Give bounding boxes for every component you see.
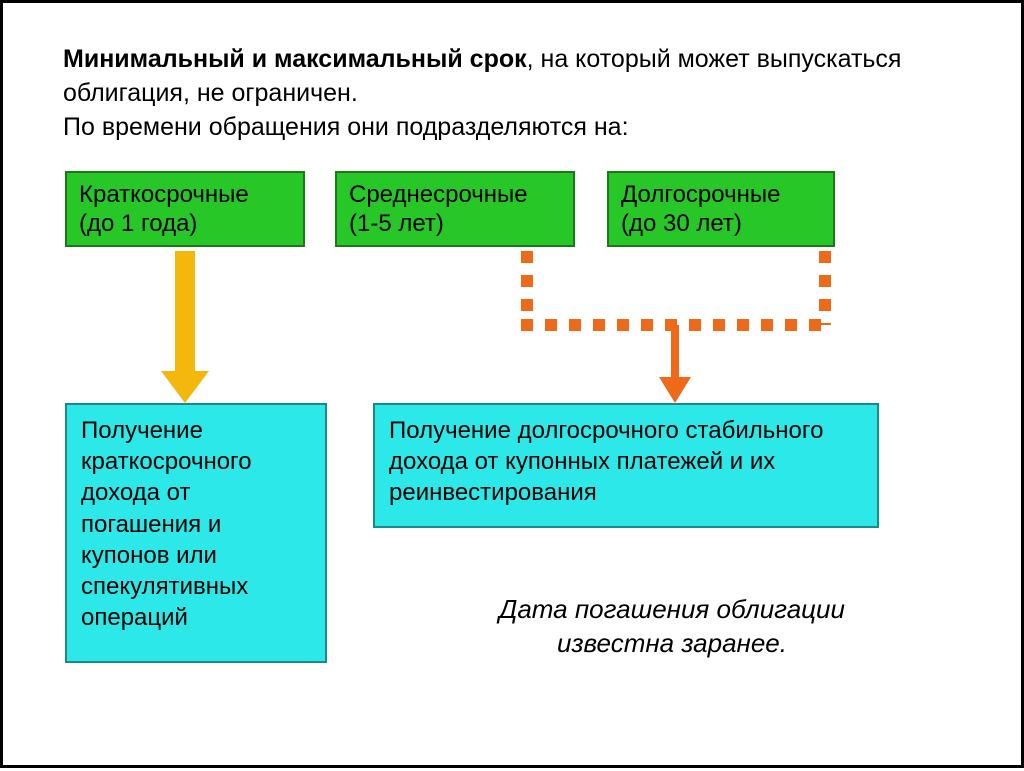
arrow-yellow (161, 251, 209, 403)
category-long-line1: Долгосрочные (621, 181, 780, 208)
result-short-term: Получение краткосрочного дохода от погаш… (65, 403, 327, 663)
category-short-term: Краткосрочные (до 1 года) (65, 171, 305, 247)
category-mid-term: Среднесрочные (1-5 лет) (335, 171, 575, 247)
heading-text: Минимальный и максимальный срок, на кото… (63, 43, 941, 144)
category-long-line2: (до 30 лет) (621, 210, 742, 237)
heading-line2: По времени обращения они подразделяются … (63, 113, 629, 141)
footnote-text: Дата погашения облигации известна заране… (457, 593, 887, 661)
arrow-orange (659, 325, 691, 403)
dotted-connector (521, 251, 831, 325)
category-mid-line2: (1-5 лет) (349, 210, 444, 237)
heading-bold: Минимальный и максимальный срок (63, 45, 527, 73)
category-short-line2: (до 1 года) (79, 210, 197, 237)
result-long-term: Получение долгосрочного стабильного дохо… (373, 403, 879, 528)
category-short-line1: Краткосрочные (79, 181, 249, 208)
footnote-line2: известна заранее. (557, 628, 787, 658)
footnote-line1: Дата погашения облигации (499, 594, 845, 624)
category-long-term: Долгосрочные (до 30 лет) (607, 171, 835, 247)
category-mid-line1: Среднесрочные (349, 181, 528, 208)
